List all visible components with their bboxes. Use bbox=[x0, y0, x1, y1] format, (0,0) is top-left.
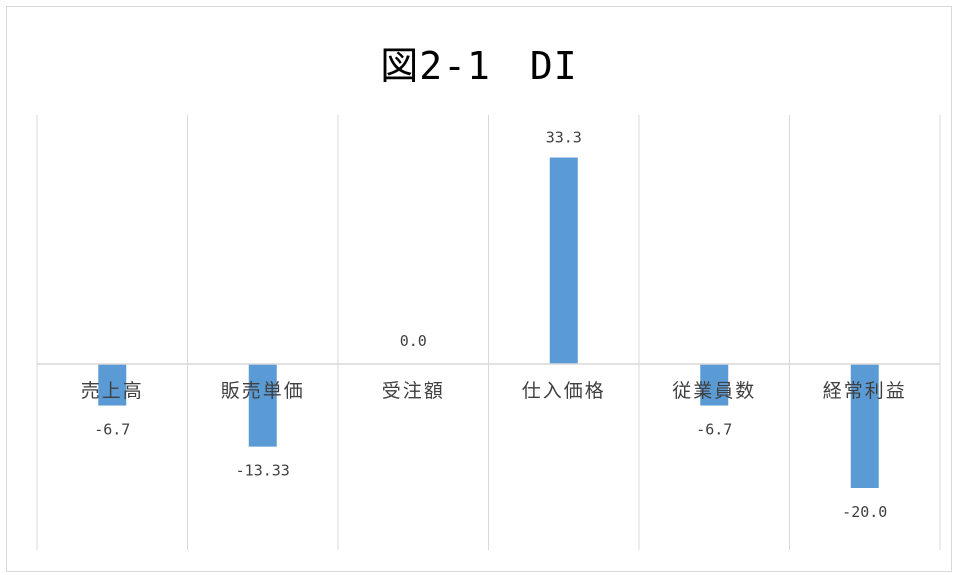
bar-1 bbox=[98, 364, 127, 406]
data-labels: -6.7 -13.33 0.0 33.3 -6.7 -20.0 bbox=[94, 129, 887, 521]
data-label: -6.7 bbox=[94, 421, 130, 439]
bar-5 bbox=[700, 364, 729, 406]
category-gridlines bbox=[36, 115, 941, 550]
bar-2 bbox=[248, 364, 277, 447]
data-label: -20.0 bbox=[842, 503, 887, 521]
data-label: 0.0 bbox=[400, 332, 427, 350]
chart-title: 図2-1 DI bbox=[380, 44, 578, 88]
category-label: 売上高 bbox=[81, 380, 144, 402]
chart-frame: 図2-1 DI bbox=[6, 6, 952, 572]
category-label: 販売単価 bbox=[221, 380, 305, 402]
category-label: 仕入価格 bbox=[522, 380, 606, 402]
data-label: -6.7 bbox=[696, 421, 732, 439]
bars bbox=[98, 157, 879, 488]
category-label: 経常利益 bbox=[823, 380, 907, 402]
bar-6 bbox=[850, 364, 879, 488]
category-label: 従業員数 bbox=[672, 380, 756, 402]
data-label: 33.3 bbox=[546, 129, 582, 147]
data-label: -13.33 bbox=[236, 462, 290, 480]
category-labels: 売上高 販売単価 受注額 仕入価格 従業員数 経常利益 bbox=[81, 380, 907, 402]
category-label: 受注額 bbox=[382, 380, 445, 402]
bar-4 bbox=[549, 157, 578, 364]
